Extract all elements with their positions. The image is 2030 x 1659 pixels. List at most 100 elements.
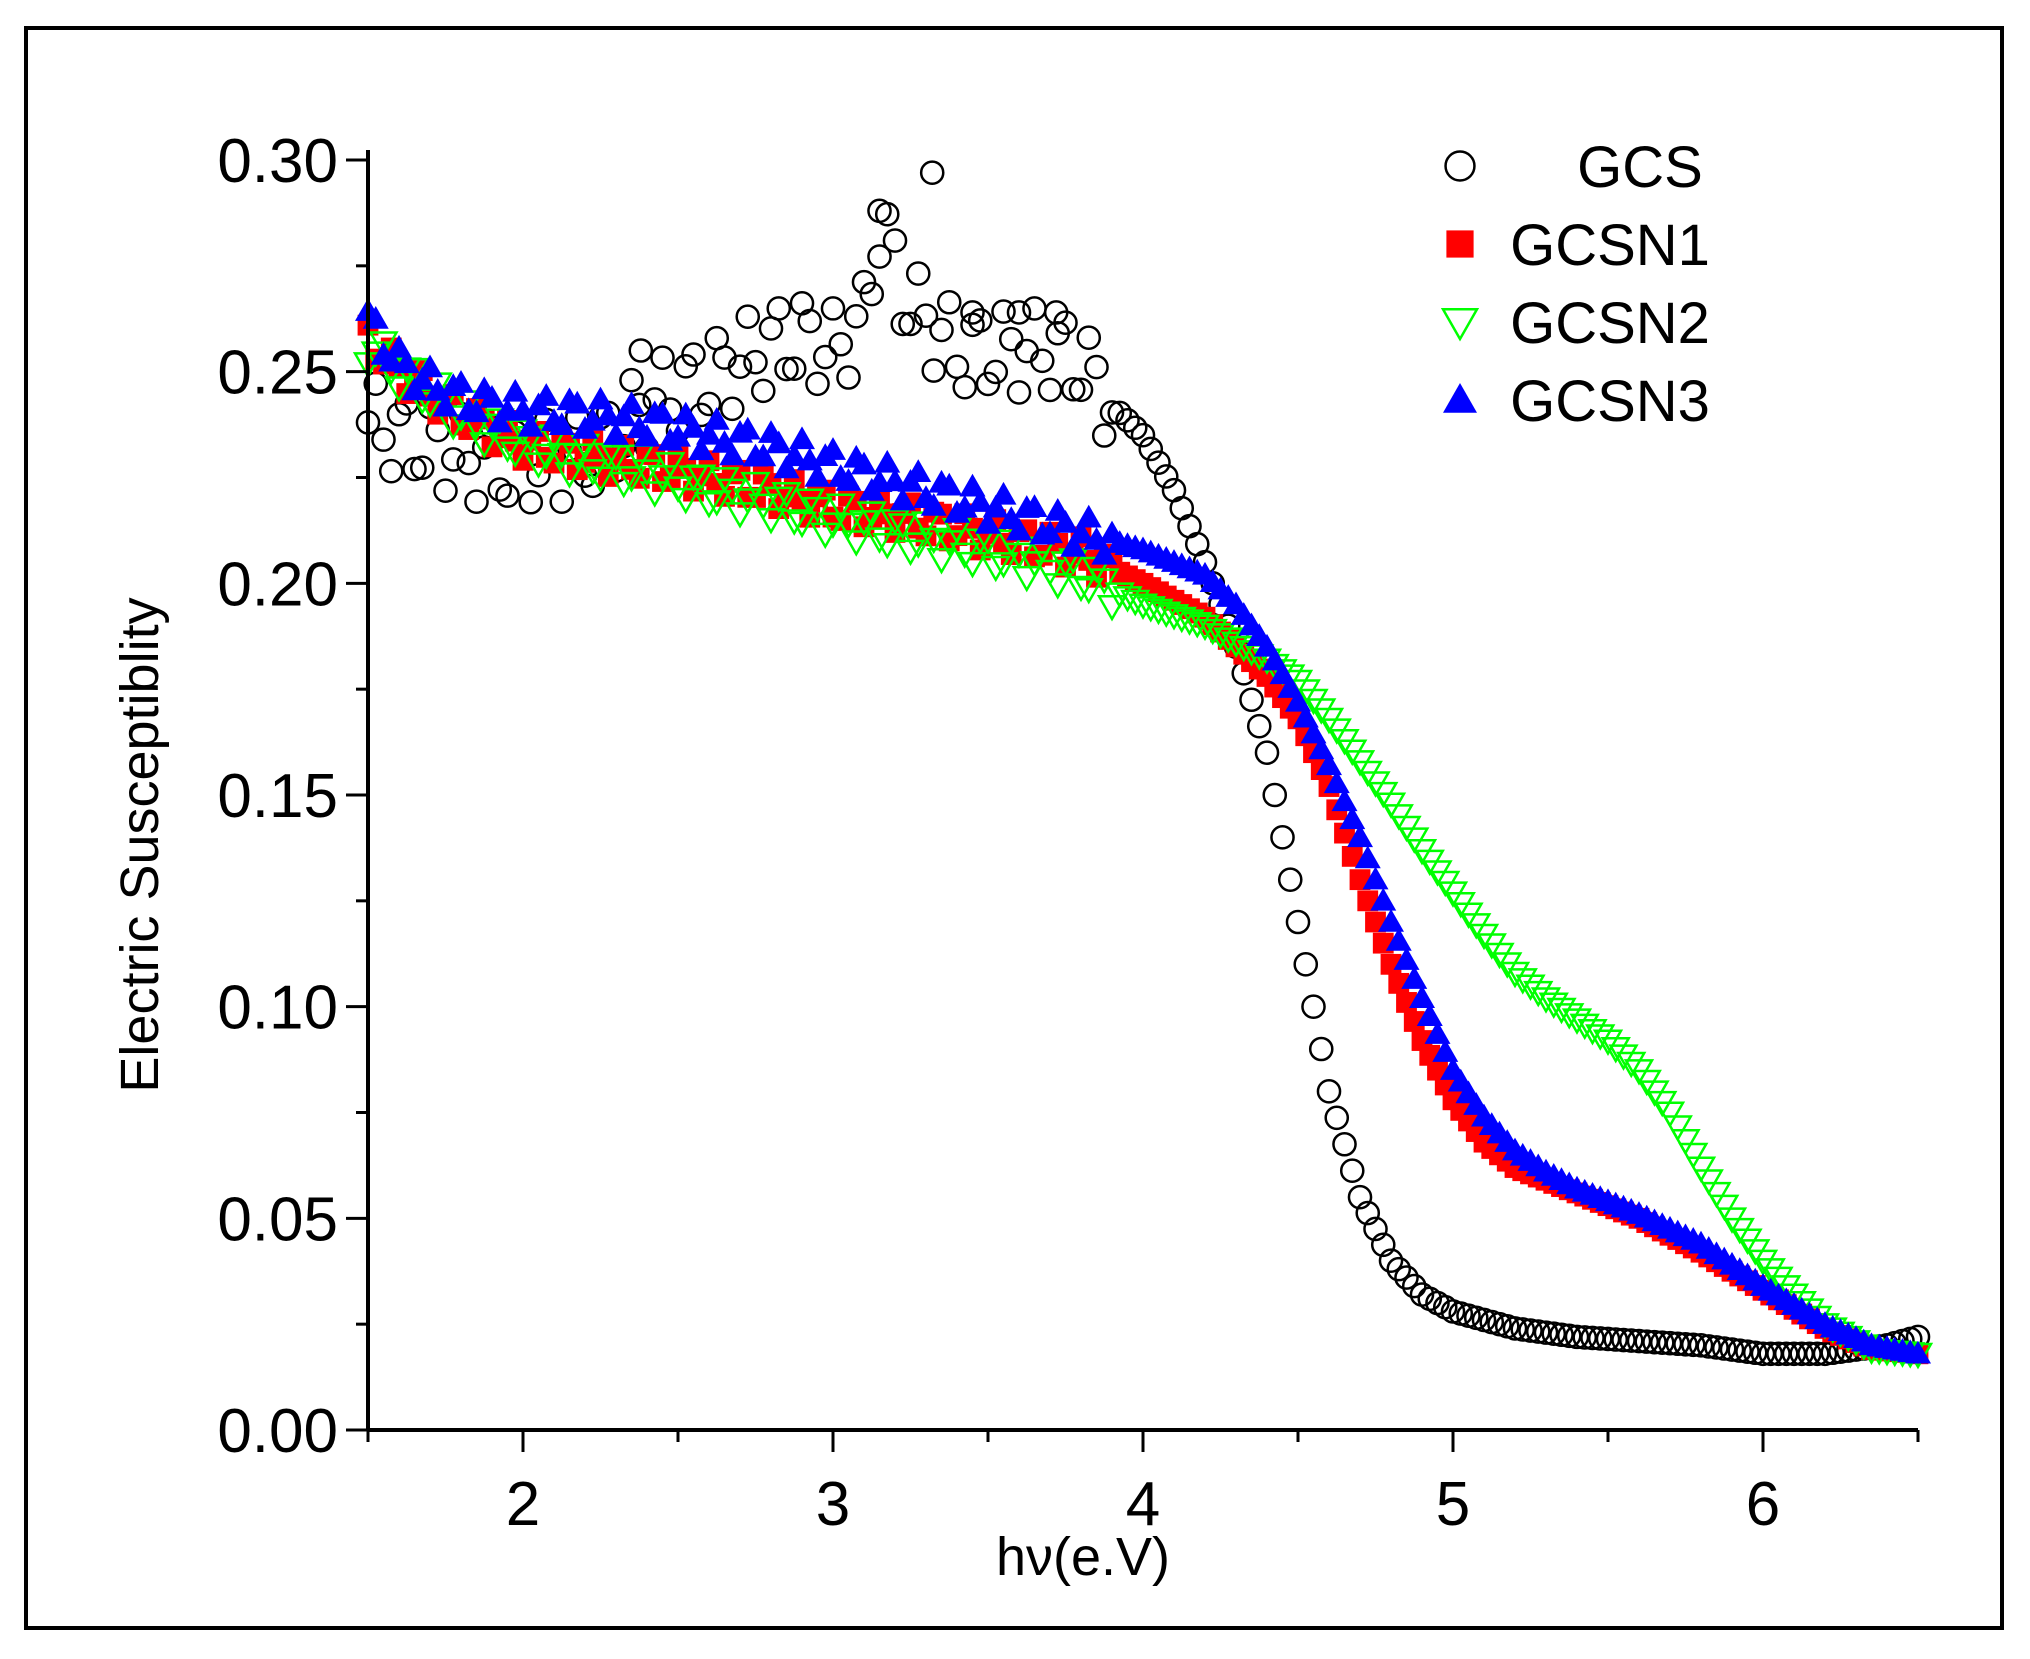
point-gcsn3 [967,489,994,512]
point-gcs [921,358,947,383]
point-gcsn3 [517,413,544,437]
x-tick-label: 2 [506,1470,540,1539]
point-gcsn3 [734,416,761,440]
point-gcsn3 [1416,1003,1443,1026]
x-tick-label: 6 [1746,1470,1780,1539]
point-gcsn3 [1316,752,1342,776]
point-gcs [1572,1325,1598,1350]
point-gcsn2 [407,388,438,416]
series-gcsn1 [357,314,1929,1365]
point-gcs [409,455,435,480]
point-gcs [1518,1318,1543,1343]
point-gcsn2 [1678,1142,1709,1170]
point-gcsn2 [469,432,500,459]
point-gcsn2 [988,552,1019,579]
point-gcsn2 [600,445,632,472]
point-gcs [1541,1321,1567,1346]
point-gcs [1626,1328,1652,1354]
point-gcs [913,303,939,329]
chart-svg: 2 3 4 5 60.000.050.100.150.200.250.30 GCSGCS… [110,127,1934,1587]
point-gcsn1 [1341,845,1363,867]
point-gcsn2 [1654,1101,1686,1129]
legend-item-gcsn1: GCSN1 [1446,213,1710,278]
figure-frame: 2 3 4 5 6 0.00 0.05 0.10 0.15 0.20 0.25 0.30 GCS GCS… [24,26,2004,1630]
point-gcs [1719,1337,1745,1362]
point-gcs [936,289,962,315]
point-gcsn3 [479,385,505,408]
point-gcs [1510,1317,1536,1342]
point-gcsn3 [1370,887,1397,911]
y-tick-label: 0.20 [217,550,338,619]
point-gcsn3 [1091,541,1118,565]
legend-item-gcsn2: GCSN2 [1440,291,1710,356]
point-gcsn2 [717,478,748,506]
point-gcs [628,338,654,363]
point-gcs [1293,952,1319,977]
point-gcsn2 [655,452,686,479]
point-gcsn2 [779,509,810,536]
point-gcs [1688,1333,1714,1358]
point-gcs [1587,1326,1613,1351]
point-gcsn3 [851,451,877,475]
series-gcsn2 [352,331,1934,1370]
legend-label-gcsn3: GCSN3 [1510,369,1710,434]
point-gcs [1370,1232,1396,1258]
point-gcs [433,478,458,503]
point-gcsn3 [1331,788,1358,812]
point-gcs [1339,1158,1365,1184]
point-gcs [1239,687,1264,713]
point-gcsn3 [618,391,645,414]
point-gcs [1711,1336,1737,1361]
point-gcsn2 [903,532,934,559]
point-gcs [549,489,575,514]
point-gcsn2 [1685,1156,1717,1184]
point-gcsn2 [1042,573,1073,600]
point-gcsn2 [608,471,639,499]
point-gcsn3 [1068,520,1094,544]
point-gcsn2 [1701,1181,1732,1209]
x-tick-label: 4 [1126,1470,1160,1539]
point-gcs [898,311,923,337]
point-gcs [1332,1131,1357,1157]
point-gcs [1099,400,1125,425]
y-tick-label: 0.05 [217,1185,338,1254]
point-gcsn3 [889,487,916,511]
point-gcs [1043,300,1069,325]
point-gcs [967,308,993,333]
point-gcsn3 [1037,520,1063,544]
point-gcsn3 [1323,770,1350,794]
point-gcs [1068,377,1094,403]
point-gcsn2 [701,490,732,517]
point-gcsn2 [554,462,585,489]
point-gcs [1324,1105,1350,1131]
point-gcsn3 [386,334,412,358]
point-gcs [1556,1323,1582,1349]
point-gcsn2 [1104,582,1135,609]
point-gcs [1115,408,1140,433]
point-gcs [851,269,877,295]
point-gcsn2 [1600,1036,1631,1064]
point-gcsn3 [703,407,730,430]
point-gcs [619,367,644,393]
point-gcs [828,331,854,357]
point-gcsn2 [1205,623,1236,650]
point-gcs [843,304,869,329]
point-gcs [1254,740,1280,765]
point-gcs [1006,380,1032,405]
point-gcs [1014,338,1040,364]
point-gcs [1378,1248,1404,1273]
point-gcsn2 [748,493,779,521]
point-gcs [1246,713,1272,739]
point-gcsn3 [1052,509,1079,533]
point-gcs [1549,1322,1574,1348]
legend: GCS GCSN1 GCSN2 GCSN3 [1440,135,1710,434]
point-gcsn3 [1432,1039,1459,1062]
point-gcsn2 [368,331,399,358]
point-gcs [750,378,776,404]
point-gcsn3 [680,414,707,438]
point-gcs [919,160,945,185]
point-gcs [487,477,513,502]
point-gcs [944,354,970,380]
point-gcsn3 [820,437,846,460]
point-gcsn2 [724,502,756,529]
